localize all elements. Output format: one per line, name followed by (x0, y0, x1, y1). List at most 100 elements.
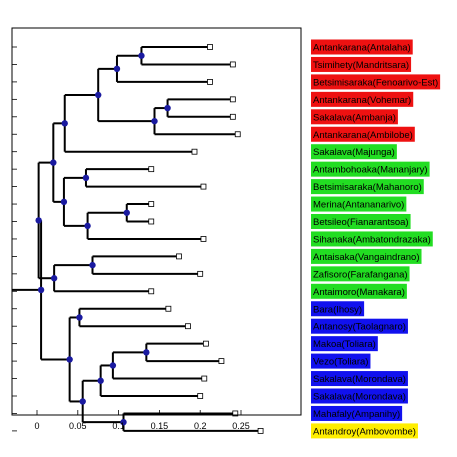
leaf-label: Tsimihety(Mandritsara) (311, 56, 412, 72)
node-dot (123, 209, 130, 216)
leaf-label-text: Antankarana(Vohemar) (313, 95, 411, 106)
leaf-label-text: Betsimisaraka(Fenoarivo-Est) (313, 77, 438, 88)
leaf-marker (201, 375, 208, 382)
leaf-marker (232, 410, 239, 417)
node-dot (35, 217, 42, 224)
leaf-label-text: Antambohoaka(Mananjary) (313, 165, 428, 176)
leaf-marker (148, 288, 155, 295)
leaf-label-text: Antanosy(Taolagnaro) (313, 322, 406, 333)
leaf-label-text: Zafisoro(Farafangana) (313, 269, 408, 280)
leaf-marker (257, 427, 264, 434)
leaf-label-bg (311, 318, 408, 334)
leaf-marker (185, 323, 191, 330)
leaf-label-bg (311, 423, 418, 439)
leaf-marker (229, 61, 236, 68)
leaf-marker (229, 113, 236, 120)
node-dot (60, 198, 68, 206)
leaf-label: Sihanaka(Ambatondrazaka) (311, 231, 433, 247)
leaf-label-text: Sakalava(Morondava) (313, 392, 406, 403)
leaf-label: Sakalava(Morondava) (311, 371, 408, 387)
leaf-label: Mahafaly(Ampanihy) (311, 405, 403, 421)
leaf-labels: Antankarana(Antalaha) Tsimihety(Mandritsa… (311, 39, 441, 439)
leaf-label-bg (311, 56, 412, 72)
leaf-marker (165, 305, 172, 312)
leaf-label-text: Betsimisaraka(Mahanoro) (313, 182, 422, 193)
leaf-label-bg (311, 388, 408, 404)
leaf-label: Antandroy(Ambovombe) (311, 423, 418, 439)
leaf-label: Antambohoaka(Mananjary) (311, 161, 430, 177)
leaf-label: Betsileo(Fianarantsoa) (311, 214, 411, 229)
leaf-label-bg (311, 405, 403, 421)
leaf-label-text: Mahafaly(Ampanihy) (313, 409, 400, 420)
leaf-label: Merina(Antananarivo) (311, 196, 407, 212)
leaf-label-text: Betsileo(Fianarantsoa) (313, 217, 409, 228)
leaf-label-bg (311, 91, 414, 107)
leaf-label-text: Sakalava(Ambanja) (313, 112, 396, 123)
leaf-label-bg (311, 371, 408, 387)
leaf-label-bg (311, 266, 410, 282)
node-dot (151, 117, 158, 125)
leaf-marker (191, 148, 198, 155)
leaf-label-text: Antandroy(Ambovombe) (313, 426, 416, 437)
leaf-marker (207, 44, 213, 50)
leaf-label: Vezo(Toliara) (311, 353, 371, 369)
leaf-label: Sakalava(Majunga) (311, 144, 397, 160)
node-dot (37, 286, 45, 294)
node-dot (95, 91, 102, 99)
leaf-label-bg (311, 283, 407, 299)
leaf-label-bg (311, 74, 441, 90)
leaf-marker (148, 201, 155, 207)
node-dot (138, 52, 145, 59)
leaf-marker (218, 358, 225, 365)
node-dot (97, 377, 104, 384)
leaf-marker (148, 166, 155, 173)
leaf-label-bg (311, 144, 397, 160)
leaf-label-text: Merina(Antananarivo) (313, 200, 404, 211)
node-dot (89, 261, 96, 269)
leaf-marker (207, 79, 213, 85)
leaf-label-bg (311, 214, 411, 229)
node-dot (82, 174, 90, 182)
leaf-label-text: Sakalava(Majunga) (313, 147, 395, 158)
leaf-label-text: Antaimoro(Manakara) (313, 287, 405, 298)
leaf-label: Sakalava(Ambanja) (311, 109, 398, 125)
node-dot (66, 356, 73, 363)
plot-frame (11, 27, 302, 416)
leaf-label-bg (311, 126, 415, 142)
leaf-marker (234, 131, 241, 138)
leaf-label: Zafisoro(Farafangana) (311, 266, 410, 282)
x-tick-label: 0 (34, 421, 39, 431)
node-dot (79, 398, 86, 405)
ticks-layer: 0 0.05 0.1 0.15 0.2 0.25 (12, 46, 250, 432)
leaf-label: Bara(Ihosy) (311, 301, 365, 317)
leaf-label-bg (311, 231, 433, 247)
leaf-label-text: Makoa(Toliara) (313, 339, 376, 350)
leaf-marker (197, 270, 204, 277)
node-dot (50, 159, 57, 166)
leaf-label: Antankarana(Ambilobe) (311, 126, 415, 142)
leaf-label: Antaisaka(Vangaindrano) (311, 248, 422, 264)
leaf-label-text: Antankarana(Antalaha) (313, 43, 411, 54)
leaf-label-text: Sakalava(Morondava) (313, 374, 406, 385)
leaf-label-bg (311, 161, 430, 177)
leaf-label: Antanosy(Taolagnaro) (311, 318, 408, 334)
leaf-label: Betsimisaraka(Mahanoro) (311, 179, 424, 195)
leaf-marker (200, 183, 207, 190)
leaf-marker (176, 253, 182, 260)
leaf-label-bg (311, 179, 424, 195)
node-dot (113, 65, 121, 73)
leaf-label-text: Sihanaka(Ambatondrazaka) (313, 234, 431, 245)
leaf-label-bg (311, 301, 365, 317)
leaf-label-bg (311, 248, 422, 264)
node-dot (120, 418, 127, 426)
leaf-marker (197, 393, 204, 399)
x-tick-label: 0.2 (194, 421, 207, 431)
leaf-label-bg (311, 39, 413, 55)
leaf-label-text: Antankarana(Ambilobe) (313, 130, 413, 141)
node-dot (50, 275, 58, 282)
leaf-label: Antaimoro(Manakara) (311, 283, 407, 299)
leaf-label: Betsimisaraka(Fenoarivo-Est) (311, 74, 441, 90)
leaf-label: Makoa(Toliara) (311, 336, 378, 352)
leaf-marker (203, 340, 209, 347)
